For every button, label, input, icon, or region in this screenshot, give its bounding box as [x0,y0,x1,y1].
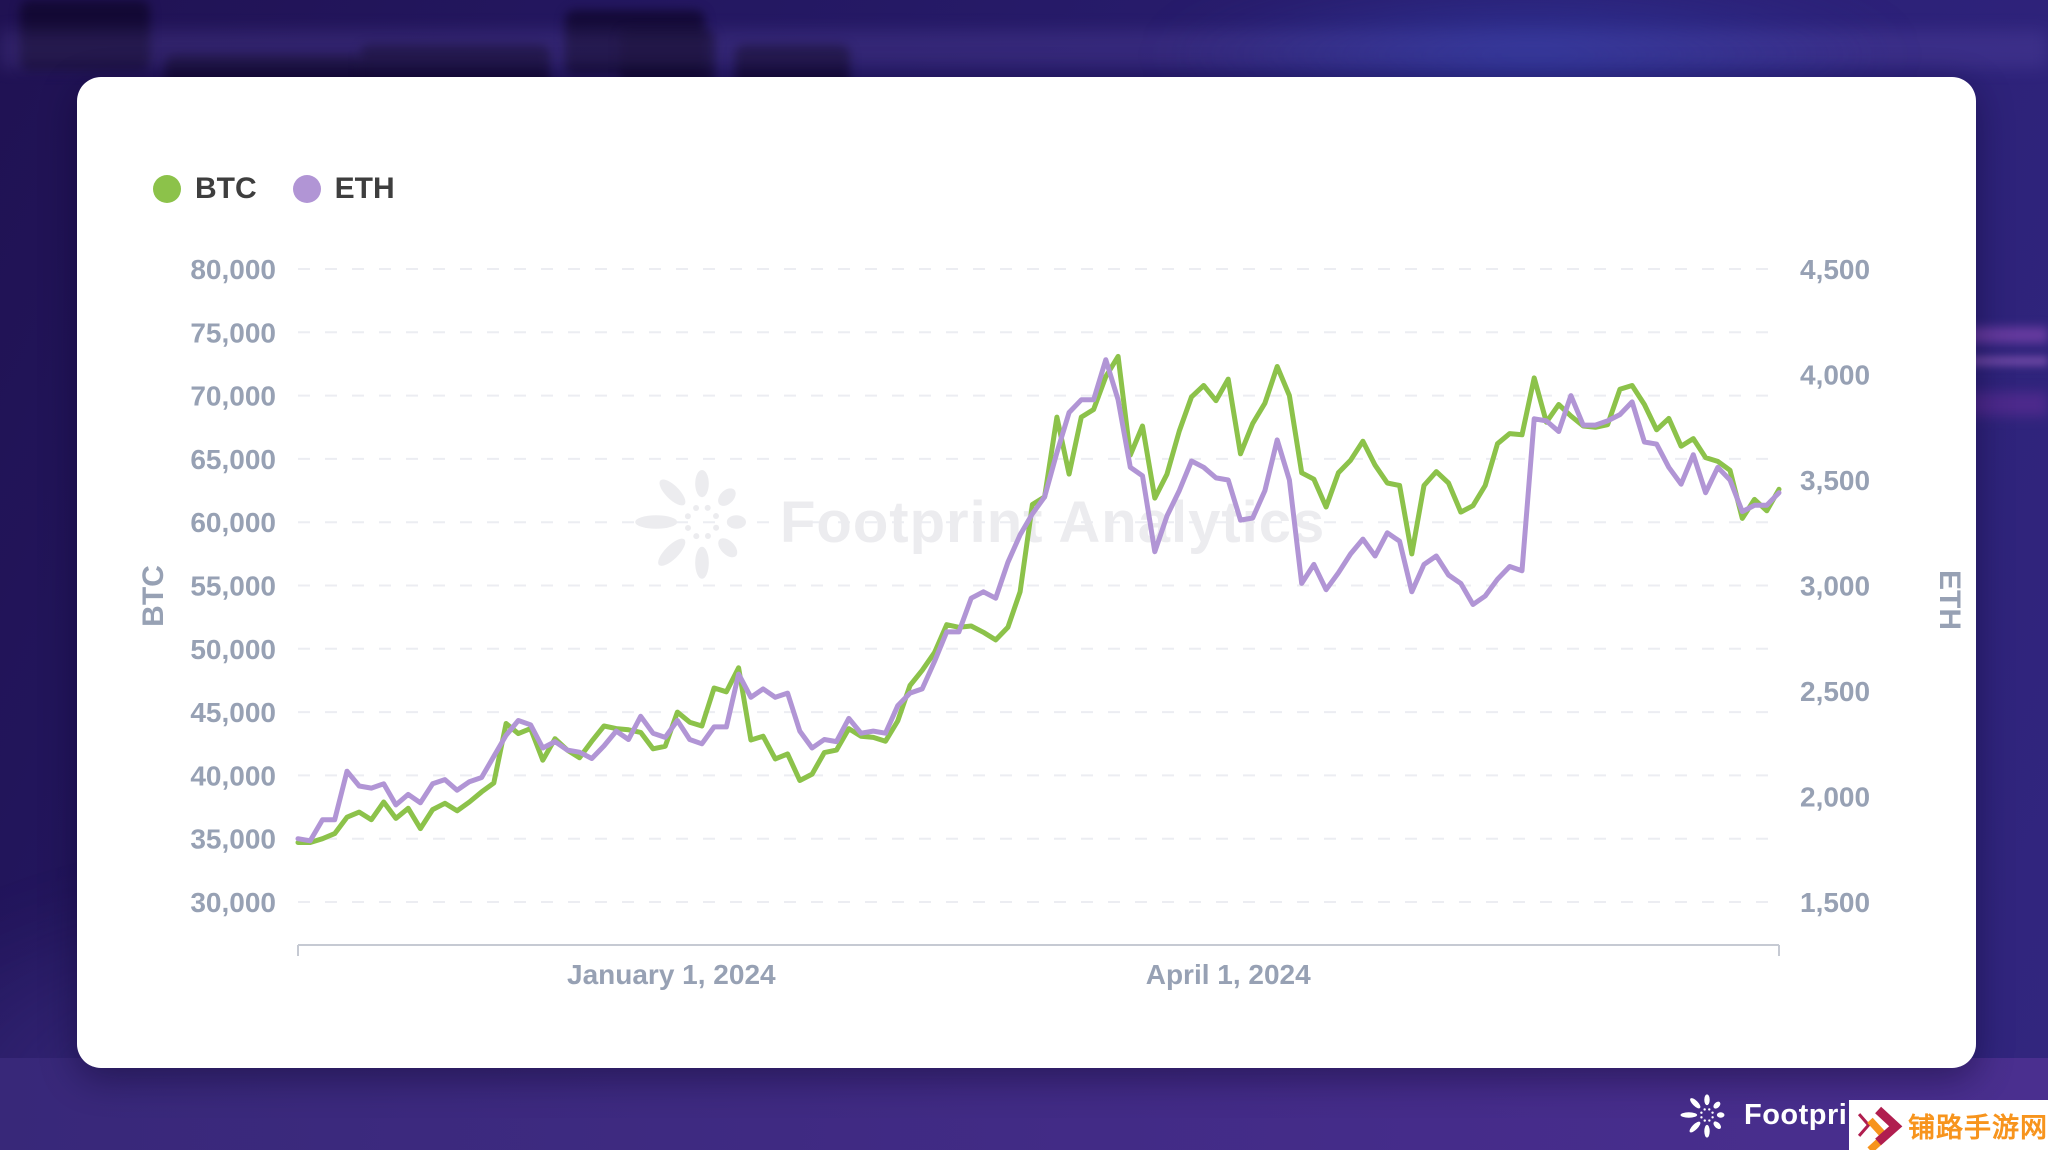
legend-item-btc[interactable]: BTC [153,172,257,206]
flower-petal [1704,1094,1710,1106]
flower-petal [718,538,738,558]
flower-petal [726,515,746,529]
flower-petal [718,488,736,506]
flower-petal [1716,1112,1725,1118]
btc-line [295,353,1782,845]
flower-dot [712,513,719,520]
legend-label-eth: ETH [334,172,395,205]
y-axis-left-labels: 80,000 75,000 70,000 65,000 60,000 55,000 50,0… [190,254,276,918]
flower-petal [1690,1098,1701,1109]
watermark: Footprint Analytics [635,469,1325,579]
flower-dot [1708,1108,1711,1111]
flower-petal [1713,1101,1721,1109]
bg-magenta-streak [1946,356,2048,366]
legend-label-btc: BTC [195,172,257,205]
double-chevron-icon [1857,1106,1903,1150]
y-tick-label-left: 45,000 [190,697,276,728]
watermark-flower-icon [635,469,746,579]
flower-dot [693,533,700,540]
flower-dot [1703,1108,1706,1111]
footprint-logo: Footprint [1680,1086,1876,1144]
flower-petal [1713,1121,1721,1129]
watermark-text: Footprint Analytics [780,490,1325,555]
flower-dot [1700,1116,1703,1119]
flower-dot [685,524,692,531]
y-tick-label-left: 75,000 [190,317,276,348]
flower-dot [1711,1116,1714,1119]
bg-magenta-streak [1952,327,2048,343]
btc-legend-dot-icon [153,175,181,203]
flower-petal [1689,1121,1701,1133]
y-tick-label-right: 1,500 [1800,887,1870,918]
flower-petal [695,469,709,498]
eth-line [295,357,1782,844]
flower-dot [693,505,700,512]
bg-keyboard-key [620,30,715,85]
y-tick-label-left: 60,000 [190,507,276,538]
flower-dot [684,513,691,520]
y-tick-label-right: 3,500 [1800,465,1870,496]
partner-badge-text: 铺路手游网 [1908,1112,2048,1143]
eth-legend-dot-icon [292,175,321,203]
flower-dot [1708,1119,1711,1122]
footprint-flower-icon [1680,1094,1725,1138]
flower-petal [1704,1124,1710,1138]
flower-dot [1703,1119,1706,1122]
y-tick-label-left: 40,000 [190,760,276,791]
x-axis: January 1, 2024 April 1, 2024 [297,944,1780,990]
flower-dot [704,504,711,511]
flower-dot [713,524,720,531]
legend: BTC ETH [153,172,395,206]
eth-axis-title: ETH [1933,570,1966,630]
flower-petal [659,479,686,506]
bg-keyboard-key [20,0,150,70]
y-tick-label-left: 80,000 [190,254,276,285]
flower-petal [695,546,709,579]
x-axis-date-label: April 1, 2024 [1146,959,1311,990]
y-tick-label-left: 65,000 [190,444,276,475]
legend-item-eth[interactable]: ETH [292,172,395,206]
y-tick-label-right: 3,000 [1800,571,1870,602]
y-tick-label-right: 4,500 [1800,254,1870,285]
flower-petal [635,515,678,529]
y-axis-right-labels: 4,500 4,000 3,500 3,000 2,500 2,000 1,500 [1800,254,1870,918]
flower-petal [1680,1112,1698,1118]
series-lines [295,353,1782,845]
grid-lines [298,268,1779,903]
y-tick-label-right: 4,000 [1800,360,1870,391]
y-tick-label-right: 2,000 [1800,782,1870,813]
y-tick-label-left: 50,000 [190,634,276,665]
partner-badge[interactable]: 铺路手游网 [1849,1100,2048,1150]
y-tick-label-left: 35,000 [190,824,276,855]
btc-axis-title: BTC [137,565,170,627]
flower-dot [1711,1111,1714,1114]
y-tick-label-left: 55,000 [190,571,276,602]
flower-dot [1700,1111,1703,1114]
y-tick-label-right: 2,500 [1800,676,1870,707]
x-axis-date-label: January 1, 2024 [567,959,776,990]
y-tick-label-left: 70,000 [190,381,276,412]
flower-petal [658,538,686,566]
y-tick-label-left: 30,000 [190,887,276,918]
flower-dot [704,532,711,539]
